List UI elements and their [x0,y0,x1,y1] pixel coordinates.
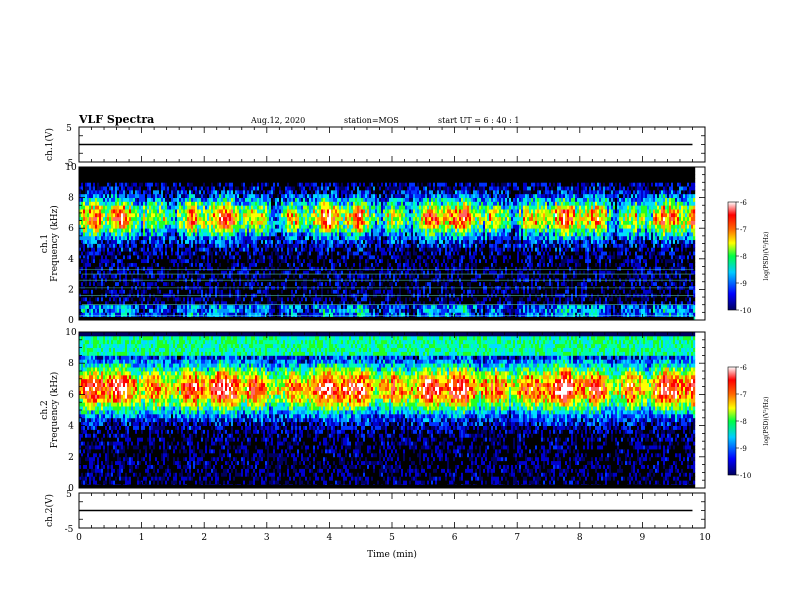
colorbar-tick-label: -9 [740,280,747,288]
ch2-spectrogram-heatmap [79,332,695,488]
y-axis-label: ch.2 [40,400,50,419]
y-tick-label: -5 [65,525,74,535]
x-tick-label: 5 [389,533,395,543]
y-tick-label: 10 [65,328,77,338]
x-tick-label: 6 [452,533,458,543]
y-axis-label: ch.1(V) [44,128,55,161]
colorbar [728,367,736,475]
colorbar [728,202,736,310]
y-tick-label: 5 [66,124,72,134]
colorbar-tick-label: -6 [740,364,747,372]
colorbar-tick-label: -8 [740,253,747,261]
y-tick-label: 6 [68,390,74,400]
y-axis-label: Frequency (kHz) [49,205,60,282]
y-tick-label: 5 [66,490,72,500]
x-axis-label: Time (min) [367,549,417,560]
y-tick-label: 2 [68,285,74,295]
colorbar-tick-label: -7 [740,226,747,234]
vlf-spectra-figure: 5-5ch.1(V)0246810ch.1 Frequency (kHz)-6-7… [0,0,792,612]
colorbar-label: log(PSD)(V²/Hz) [763,397,770,446]
ch2-voltage-panel: 5 -5 ch.2(V) 0 1 2 3 4 5 6 7 8 9 10 [44,490,711,543]
x-tick-label: 3 [264,533,270,543]
y-tick-label: 4 [68,422,74,432]
x-tick-label: 1 [139,533,145,543]
colorbar-tick-label: -7 [740,391,747,399]
y-tick-label: 8 [68,359,74,369]
colorbar-tick-label: -6 [740,199,747,207]
colorbar-tick-label: -8 [740,418,747,426]
y-tick-label: 8 [68,194,74,204]
y-tick-label: 6 [68,224,74,234]
ch1-voltage-panel: 5-5ch.1(V) [44,124,705,169]
y-tick-label: 4 [68,255,74,265]
x-tick-label: 10 [699,533,711,543]
x-tick-label: 7 [514,533,520,543]
colorbar-tick-label: -10 [740,472,751,480]
x-tick-label: 0 [76,533,82,543]
x-tick-label: 2 [201,533,207,543]
colorbar-tick-label: -10 [740,307,751,315]
ch1-spectrogram-heatmap [79,167,695,320]
ch1-spectrogram-panel: 0 2 4 6 8 10 ch.1 Frequency (kHz) -6 -7 -8 -9 -10 log… [40,163,770,326]
y-tick-label: 0 [68,316,74,326]
colorbar-tick-label: -9 [740,445,747,453]
x-tick-label: 4 [327,533,333,543]
colorbar-label: log(PSD)(V²/Hz) [763,232,770,281]
y-axis-label: ch.2(V) [44,494,55,527]
y-axis-label: Frequency (kHz) [49,372,60,449]
x-tick-label: 8 [577,533,583,543]
x-tick-label: 9 [640,533,646,543]
y-tick-label: 2 [68,453,74,463]
y-tick-label: 10 [65,163,77,173]
y-axis-label: ch.1 [40,234,50,253]
